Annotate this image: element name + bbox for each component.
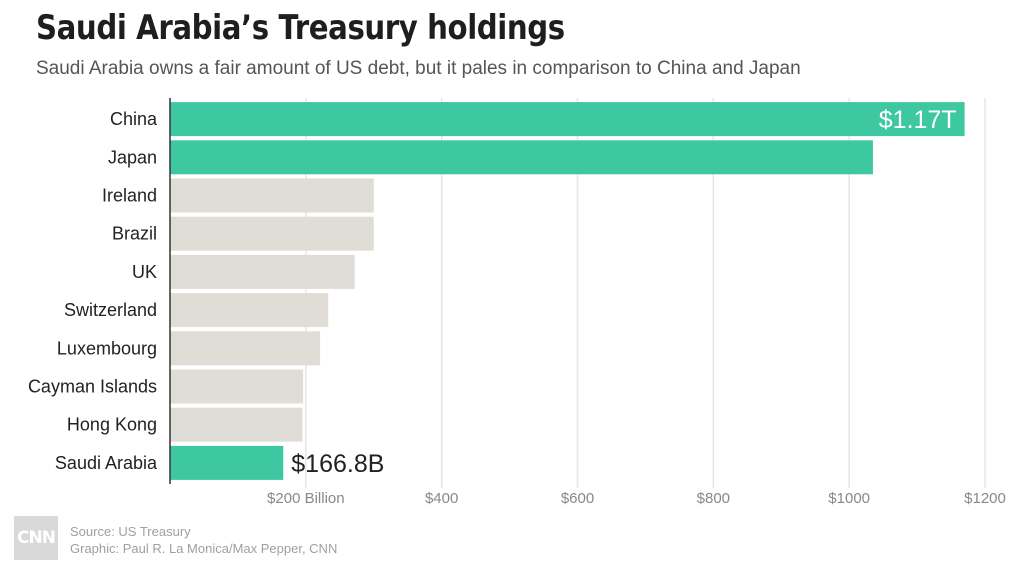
bar bbox=[170, 407, 303, 442]
x-tick-label: $600 bbox=[561, 490, 594, 507]
category-label: Brazil bbox=[112, 224, 157, 244]
bar-layer bbox=[170, 102, 965, 480]
source-text: Source: US Treasury bbox=[70, 524, 191, 539]
category-label: Switzerland bbox=[64, 300, 157, 320]
x-tick-label: $1000 bbox=[828, 490, 870, 507]
bar bbox=[170, 445, 284, 480]
data-label: $1.17T bbox=[879, 106, 957, 134]
bar-chart: $200 Billion $400 $600 $800 $1000 $1200 China $… bbox=[28, 98, 1006, 507]
category-label: UK bbox=[132, 262, 157, 282]
category-label: Japan bbox=[108, 147, 157, 167]
category-label: Cayman Islands bbox=[28, 377, 157, 397]
bar bbox=[170, 140, 873, 175]
credit-text: Graphic: Paul R. La Monica/Max Pepper, C… bbox=[70, 541, 338, 556]
chart-subtitle: Saudi Arabia owns a fair amount of US de… bbox=[36, 58, 801, 79]
bar bbox=[170, 331, 321, 366]
category-label: Luxembourg bbox=[57, 338, 157, 358]
x-tick-label: $200 Billion bbox=[267, 490, 345, 507]
bar bbox=[170, 178, 374, 213]
bar bbox=[170, 369, 304, 404]
data-label: $166.8B bbox=[291, 450, 384, 478]
chart-title: Saudi Arabia’s Treasury holdings bbox=[36, 8, 565, 48]
category-label: Ireland bbox=[102, 186, 157, 206]
bar bbox=[170, 102, 965, 137]
x-tick-label: $1200 bbox=[964, 490, 1006, 507]
cnn-logo: CNN bbox=[14, 516, 58, 560]
x-tick-label: $800 bbox=[697, 490, 730, 507]
label-layer: $200 Billion $400 $600 $800 $1000 $1200 China $… bbox=[28, 106, 1006, 507]
x-tick-label: $400 bbox=[425, 490, 458, 507]
category-label: Hong Kong bbox=[67, 415, 157, 435]
bar bbox=[170, 216, 374, 251]
category-label: China bbox=[110, 109, 158, 129]
bar bbox=[170, 254, 355, 289]
category-label: Saudi Arabia bbox=[55, 453, 158, 473]
bar bbox=[170, 293, 329, 328]
